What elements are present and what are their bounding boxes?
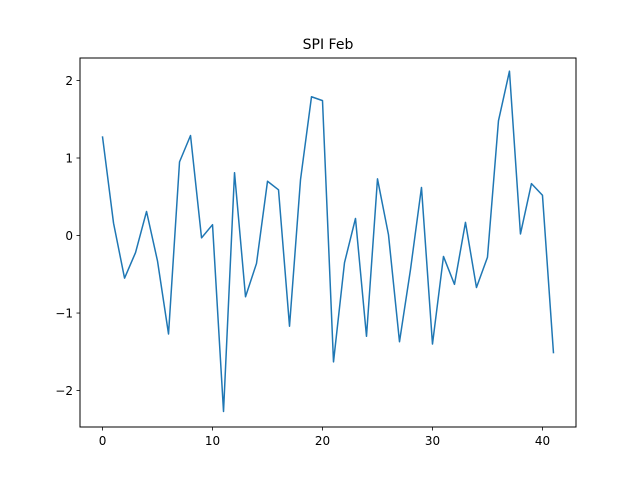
plot-frame — [79, 57, 577, 428]
chart-title: SPI Feb — [303, 37, 354, 53]
x-tick-label: 0 — [99, 434, 107, 448]
x-tick-label: 20 — [315, 434, 330, 448]
series-group — [101, 70, 555, 413]
y-tick-label: −1 — [55, 307, 73, 321]
axes: 0 10 20 30 40 −2 −1 0 1 2 — [55, 74, 550, 448]
y-tick-label: 1 — [65, 152, 73, 166]
x-tick-label: 40 — [535, 434, 550, 448]
series-line — [101, 70, 555, 413]
x-tick-label: 30 — [425, 434, 440, 448]
y-tick-label: −2 — [55, 384, 73, 398]
x-tick-label: 10 — [205, 434, 220, 448]
y-tick-label: 2 — [65, 74, 73, 88]
y-tick-label: 0 — [65, 229, 73, 243]
